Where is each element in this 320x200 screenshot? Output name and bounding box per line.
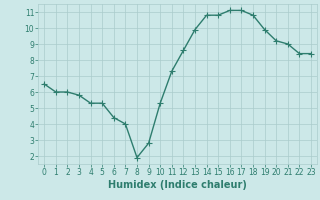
X-axis label: Humidex (Indice chaleur): Humidex (Indice chaleur) xyxy=(108,180,247,190)
